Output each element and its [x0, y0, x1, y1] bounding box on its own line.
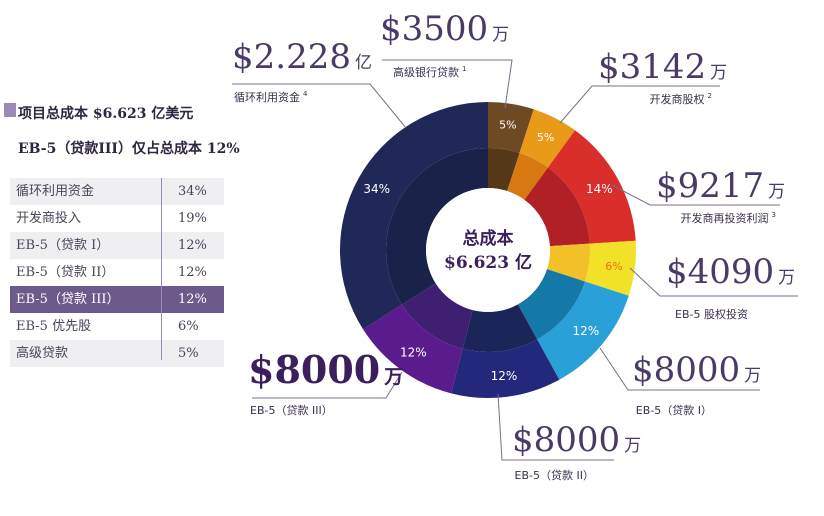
donut-slice-outer [363, 304, 463, 394]
donut-slice-outer [451, 339, 560, 398]
donut-slice-inner [462, 304, 538, 352]
donut-slice-outer [547, 130, 636, 244]
donut-slice-inner [488, 148, 520, 192]
callout-leader-line [382, 59, 513, 109]
table-divider [161, 178, 162, 360]
donut-slice-outer [585, 240, 636, 296]
table-row: 开发商投入 19% [16, 211, 207, 226]
callout-amount: $8000 万 [248, 347, 403, 392]
callout-caption: 开发商股权 2 [650, 92, 712, 106]
donut-slice-inner [386, 148, 488, 305]
table-row: EB-5（贷款 I） 12% [10, 232, 224, 259]
callout-amount: $8000 万 [512, 420, 641, 460]
center-total: $6.623 亿 [444, 252, 532, 273]
callout-caption: EB-5（贷款 III） [250, 403, 333, 417]
slice-percent-label: 6% [605, 260, 622, 273]
table-row: 高级贷款 5% [10, 340, 224, 367]
donut-slice-outer [537, 281, 629, 380]
callout-caption: EB-5（贷款 I） [636, 403, 712, 417]
callout-leader-line [252, 371, 403, 399]
center-title: 总成本 [463, 228, 514, 249]
callout-leader-line [629, 267, 798, 297]
callout-amount: $3142 万 [598, 47, 727, 87]
donut-slice-inner [401, 283, 473, 349]
callout-amount: $3500 万 [380, 9, 509, 49]
donut-slice-outer [339, 102, 488, 330]
slice-percent-label: 34% [363, 182, 390, 196]
donut-slice-inner [524, 167, 590, 247]
table-row-highlighted: EB-5（贷款 III） 12% [10, 286, 224, 313]
callout-leader-line [611, 184, 780, 206]
callout-caption: EB-5 股权投资 [675, 307, 748, 321]
callout-leader-line [497, 393, 614, 461]
callout-caption: 循环利用资金 4 [234, 90, 308, 104]
donut-center [426, 188, 550, 312]
slice-percent-label: 5% [537, 131, 554, 144]
table-row: EB-5 优先股 6% [16, 319, 199, 334]
callout-caption: 高级银行贷款 1 [393, 65, 466, 79]
breakdown-table: 循环利用资金 34% 开发商投入 19% EB-5（贷款 I） 12% EB-5（贷款… [10, 178, 224, 367]
callout-leader-line [559, 85, 720, 124]
slice-percent-label: 12% [400, 346, 427, 360]
donut-slice-inner [507, 152, 548, 200]
table-row: EB-5（贷款 II） 12% [16, 265, 207, 280]
callout-leader-line [232, 83, 407, 129]
total-cost-heading: 项目总成本 $6.623 亿美元 [18, 106, 194, 122]
slice-percent-label: 5% [499, 119, 516, 132]
callout-caption: EB-5（贷款 II） [515, 468, 594, 482]
callout-amount: $4090 万 [666, 252, 795, 292]
callout-caption: 开发商再投资利润 3 [681, 211, 776, 225]
slice-percent-label: 12% [491, 369, 518, 383]
slice-percent-label: 14% [586, 182, 613, 196]
callout-leader-line [599, 347, 760, 391]
callout-amount: $8000 万 [632, 350, 761, 390]
legend-swatch [4, 103, 16, 117]
eb5-share-heading: EB-5（贷款III）仅占总成本 12% [18, 141, 240, 157]
callout-amount: $9217 万 [656, 166, 785, 206]
donut-slice-inner [517, 269, 586, 340]
donut-slice-outer [519, 109, 575, 168]
donut-slice-outer [488, 102, 534, 153]
slice-percent-label: 12% [573, 324, 600, 338]
callout-amount: $2.228 亿 [232, 37, 372, 77]
table-row: 循环利用资金 34% [10, 178, 224, 205]
donut-slice-inner [546, 243, 590, 282]
